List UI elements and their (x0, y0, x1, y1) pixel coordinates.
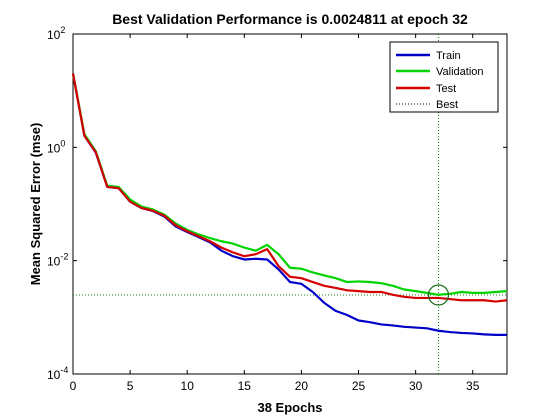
best-point-marker (427, 284, 450, 306)
x-tick-label: 30 (409, 379, 423, 393)
legend: Train Validation Test Best (389, 41, 499, 113)
best-marker-group (73, 34, 507, 374)
x-tick-label: 10 (181, 379, 195, 393)
chart-title: Best Validation Performance is 0.0024811… (112, 11, 468, 27)
y-axis-label: Mean Squared Error (mse) (28, 123, 43, 286)
axis-ticks: 0 5 10 15 20 25 30 35 10-4 10-2 100 102 (47, 25, 507, 393)
x-tick-label: 5 (127, 379, 134, 393)
x-axis-label: 38 Epochs (257, 400, 322, 415)
x-tick-label: 15 (238, 379, 252, 393)
series-validation-line (71, 73, 508, 296)
series-test-line (71, 73, 508, 303)
legend-label-validation: Validation (436, 66, 484, 78)
series-group (71, 73, 508, 336)
y-tick-label: 10-2 (47, 252, 68, 269)
legend-box (389, 41, 499, 113)
x-tick-label: 25 (352, 379, 366, 393)
x-tick-label: 20 (295, 379, 309, 393)
x-tick-label: 35 (466, 379, 480, 393)
y-tick-label: 102 (47, 25, 65, 42)
legend-label-best: Best (436, 99, 458, 111)
legend-label-train: Train (436, 50, 461, 62)
y-tick-label: 10-4 (47, 365, 68, 382)
legend-label-test: Test (436, 83, 456, 95)
x-tick-label: 0 (70, 379, 77, 393)
y-tick-label: 100 (47, 138, 65, 155)
